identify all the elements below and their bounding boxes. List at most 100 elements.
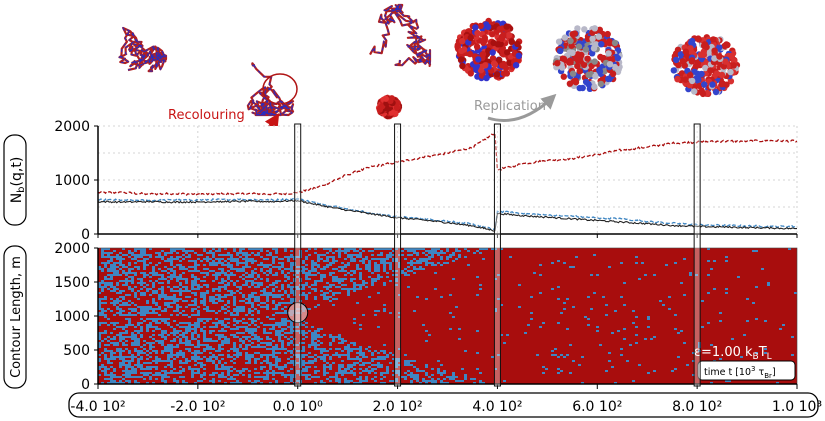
heatmap-cell: [377, 350, 380, 352]
heatmap-cell: [161, 382, 164, 384]
heatmap-cell: [437, 342, 440, 344]
heatmap-cell: [419, 344, 422, 346]
heatmap-cell: [131, 270, 134, 272]
heatmap-cell: [320, 354, 323, 356]
heatmap-cell: [356, 248, 359, 250]
snapshot-row: [118, 3, 741, 120]
heatmap-cell: [416, 272, 419, 274]
heatmap-cell: [278, 320, 281, 322]
heatmap-cell: [320, 266, 323, 268]
heatmap-cell: [329, 350, 332, 352]
heatmap-cell: [392, 326, 395, 328]
heatmap-cell: [410, 258, 413, 260]
heatmap-cell: [179, 304, 182, 306]
heatmap-cell: [338, 264, 341, 266]
heatmap-cell: [377, 340, 380, 342]
heatmap-cell: [296, 284, 299, 286]
heatmap-cell: [353, 378, 356, 380]
heatmap-cell: [275, 270, 278, 272]
heatmap-cell: [113, 276, 116, 278]
heatmap-cell: [245, 296, 248, 298]
heatmap-cell: [344, 342, 347, 344]
heatmap-cell: [146, 286, 149, 288]
heatmap-cell: [431, 268, 434, 270]
heatmap-cell: [287, 254, 290, 256]
heatmap-cell: [107, 356, 110, 358]
heatmap-cell: [260, 320, 263, 322]
heatmap-cell: [392, 372, 395, 374]
heatmap-cell: [413, 314, 416, 316]
heatmap-cell: [209, 278, 212, 280]
heatmap-cell: [212, 314, 215, 316]
heatmap-cell: [371, 328, 374, 330]
heatmap-cell: [368, 374, 371, 376]
heatmap-cell: [230, 358, 233, 360]
heatmap-cell: [224, 360, 227, 362]
heatmap-cell: [335, 344, 338, 346]
heatmap-cell: [104, 342, 107, 344]
heatmap-cell: [374, 370, 377, 372]
heatmap-cell: [305, 304, 308, 306]
heatmap-cell: [320, 304, 323, 306]
heatmap-cell: [278, 314, 281, 316]
heatmap-cell: [377, 378, 380, 380]
heatmap-cell: [323, 328, 326, 330]
heatmap-cell: [149, 286, 152, 288]
heatmap-cell: [365, 260, 368, 262]
heatmap-cell: [440, 262, 443, 264]
heatmap-cell: [362, 302, 365, 304]
heatmap-cell: [287, 292, 290, 294]
heatmap-cell: [257, 290, 260, 292]
heatmap-cell: [380, 340, 383, 342]
heatmap-cell: [167, 320, 170, 322]
heatmap-cell: [395, 302, 398, 304]
heatmap-cell: [368, 286, 371, 288]
heatmap-cell: [128, 254, 131, 256]
heatmap-cell: [353, 370, 356, 372]
heatmap-cell: [395, 356, 398, 358]
heatmap-cell: [242, 360, 245, 362]
heatmap-cell: [383, 296, 386, 298]
heatmap-cell: [290, 274, 293, 276]
heatmap-cell: [224, 278, 227, 280]
heatmap-cell: [356, 370, 359, 372]
heatmap-cell: [338, 306, 341, 308]
heatmap-cell: [278, 274, 281, 276]
heatmap-cell: [242, 314, 245, 316]
heatmap-cell: [128, 278, 131, 280]
heatmap-cell: [251, 372, 254, 374]
heatmap-cell: [185, 270, 188, 272]
heatmap-cell: [176, 328, 179, 330]
heatmap-cell: [260, 316, 263, 318]
heatmap-cell: [173, 344, 176, 346]
heatmap-cell: [281, 332, 284, 334]
heatmap-cell: [200, 256, 203, 258]
heatmap-cell: [158, 260, 161, 262]
heatmap-cell: [155, 342, 158, 344]
heatmap-cell: [308, 294, 311, 296]
heatmap-cell: [434, 344, 437, 346]
heatmap-cell: [407, 368, 410, 370]
heatmap-cell: [185, 374, 188, 376]
heatmap-cell: [329, 268, 332, 270]
heatmap-cell: [368, 272, 371, 274]
heatmap-cell: [410, 302, 413, 304]
heatmap-cell: [359, 290, 362, 292]
heatmap-cell: [155, 268, 158, 270]
heatmap-cell: [353, 314, 356, 316]
heatmap-cell: [224, 322, 227, 324]
heatmap-cell: [125, 300, 128, 302]
heatmap-cell: [395, 354, 398, 356]
heatmap-cell: [161, 302, 164, 304]
heatmap-cell: [320, 260, 323, 262]
heatmap-cell: [278, 342, 281, 344]
heatmap-cell: [380, 314, 383, 316]
heatmap-cell: [167, 300, 170, 302]
heatmap-cell: [365, 350, 368, 352]
heatmap-cell: [401, 262, 404, 264]
heatmap-cell: [227, 346, 230, 348]
heatmap-cell: [338, 362, 341, 364]
heatmap-cell: [230, 380, 233, 382]
heatmap-cell: [374, 344, 377, 346]
heatmap-cell: [284, 334, 287, 336]
